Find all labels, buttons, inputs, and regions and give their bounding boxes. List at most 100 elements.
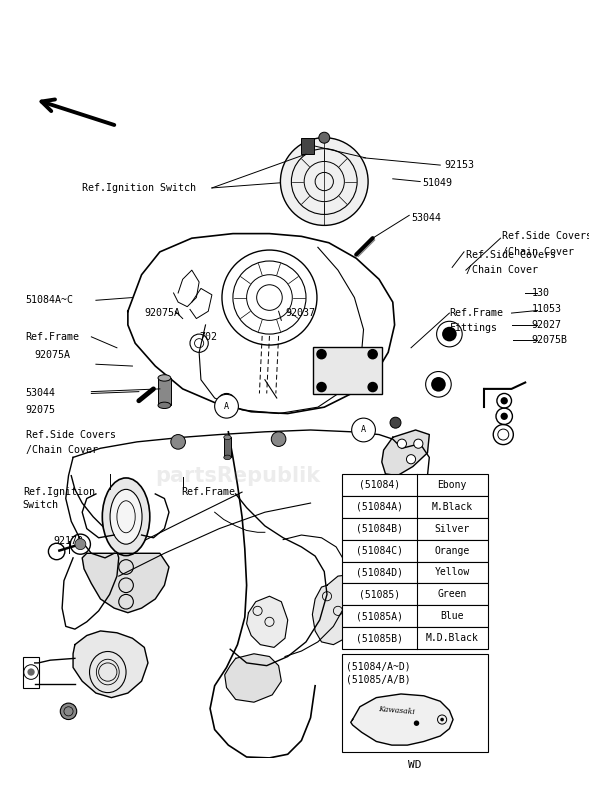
Circle shape [398, 439, 406, 448]
Text: Kawasaki: Kawasaki [378, 705, 415, 716]
Circle shape [431, 377, 446, 392]
Text: Blue: Blue [441, 611, 464, 622]
Text: A: A [224, 402, 229, 411]
Text: 92075A: 92075A [144, 308, 180, 318]
Circle shape [406, 455, 416, 463]
Text: A: A [361, 426, 366, 435]
Text: /Chain Cover: /Chain Cover [25, 445, 98, 455]
Text: 53044: 53044 [25, 388, 55, 399]
Bar [342, 654, 488, 753]
Circle shape [501, 397, 508, 404]
Bar [224, 437, 231, 457]
Text: (51084D): (51084D) [356, 567, 402, 578]
Circle shape [317, 383, 326, 392]
Text: M.D.Black: M.D.Black [426, 634, 479, 643]
Ellipse shape [102, 478, 150, 555]
Ellipse shape [158, 402, 171, 408]
Text: 92037: 92037 [285, 308, 315, 318]
Ellipse shape [110, 489, 142, 544]
Text: 92027: 92027 [532, 320, 561, 330]
Text: Switch: Switch [23, 500, 59, 510]
Polygon shape [312, 574, 365, 645]
Text: 130: 130 [532, 288, 550, 298]
Text: Silver: Silver [435, 523, 470, 534]
Text: 702: 702 [199, 332, 217, 342]
Bar [23, 657, 39, 689]
Text: 92075: 92075 [25, 405, 55, 415]
Circle shape [442, 327, 456, 341]
Ellipse shape [158, 375, 171, 381]
Circle shape [280, 137, 368, 225]
Circle shape [414, 439, 423, 448]
Circle shape [501, 412, 508, 420]
Bar [342, 606, 488, 627]
Text: Ref.Side Covers: Ref.Side Covers [502, 232, 589, 241]
Polygon shape [382, 430, 429, 475]
Text: 92170: 92170 [53, 536, 83, 547]
Text: Yellow: Yellow [435, 567, 470, 578]
Text: 92075A: 92075A [35, 350, 71, 360]
Text: WD: WD [408, 760, 422, 770]
Circle shape [75, 539, 86, 550]
Text: Ref.Ignition: Ref.Ignition [23, 487, 95, 497]
Bar [342, 627, 488, 650]
Circle shape [440, 718, 444, 721]
Text: (51084C): (51084C) [356, 546, 402, 555]
Circle shape [272, 431, 286, 447]
Bar [342, 562, 488, 583]
Bar [158, 378, 171, 405]
Text: Fittings: Fittings [449, 323, 497, 332]
Circle shape [60, 703, 77, 720]
Ellipse shape [224, 455, 231, 459]
Text: partsRepublik: partsRepublik [155, 466, 320, 486]
Circle shape [352, 418, 375, 442]
Text: M.Black: M.Black [432, 502, 473, 511]
Polygon shape [128, 233, 395, 414]
Ellipse shape [224, 435, 231, 439]
Bar [313, 347, 382, 395]
Text: Ebony: Ebony [438, 479, 467, 490]
Text: Ref.Side Covers: Ref.Side Covers [25, 430, 115, 439]
Polygon shape [73, 631, 148, 698]
Bar [342, 539, 488, 562]
Text: 92075B: 92075B [532, 336, 568, 345]
Text: Green: Green [438, 590, 467, 599]
Text: Ref.Frame: Ref.Frame [181, 487, 235, 497]
Text: 51084A~C: 51084A~C [25, 296, 74, 305]
Text: (51085A): (51085A) [356, 611, 402, 622]
Text: (51084A): (51084A) [356, 502, 402, 511]
Circle shape [171, 435, 186, 449]
Text: Orange: Orange [435, 546, 470, 555]
Text: /Chain Cover: /Chain Cover [466, 265, 538, 275]
Circle shape [414, 721, 419, 726]
Bar [342, 495, 488, 518]
Circle shape [390, 417, 401, 428]
Circle shape [368, 350, 377, 359]
Bar [342, 583, 488, 606]
Circle shape [317, 350, 326, 359]
Text: (51084/A~D): (51084/A~D) [346, 662, 411, 672]
Text: (51084B): (51084B) [356, 523, 402, 534]
Circle shape [368, 383, 377, 392]
Text: Ref.Ignition Switch: Ref.Ignition Switch [82, 183, 196, 193]
Text: 92153: 92153 [444, 160, 474, 170]
Bar [302, 137, 314, 154]
Circle shape [319, 132, 330, 143]
Text: Ref.Frame: Ref.Frame [25, 332, 80, 342]
Circle shape [28, 669, 35, 676]
Text: (51085B): (51085B) [356, 634, 402, 643]
Text: 53044: 53044 [411, 213, 441, 223]
Circle shape [214, 395, 239, 418]
Text: Ref.Side Covers: Ref.Side Covers [466, 249, 556, 260]
Bar [342, 474, 488, 495]
Text: (51085): (51085) [359, 590, 399, 599]
Text: Ref.Frame: Ref.Frame [449, 308, 504, 318]
Text: 11053: 11053 [532, 304, 561, 315]
Bar [342, 518, 488, 539]
Polygon shape [82, 553, 169, 613]
Text: (51084): (51084) [359, 479, 399, 490]
Polygon shape [351, 694, 453, 745]
Polygon shape [247, 596, 287, 647]
Text: /Chain Cover: /Chain Cover [502, 247, 574, 256]
Polygon shape [224, 654, 282, 702]
